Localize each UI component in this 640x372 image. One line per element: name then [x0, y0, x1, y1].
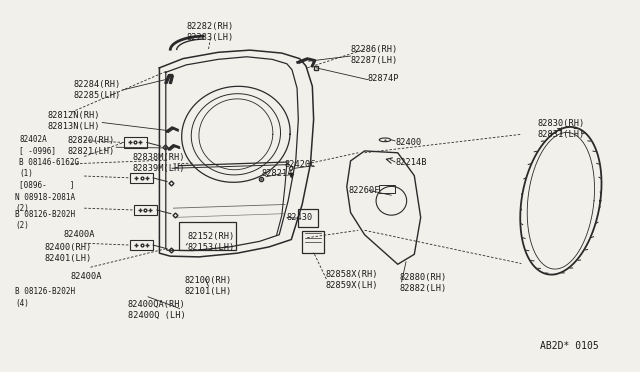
Text: 82400(RH)
82401(LH): 82400(RH) 82401(LH) — [45, 243, 92, 263]
Text: 82100(RH)
82101(LH): 82100(RH) 82101(LH) — [185, 276, 232, 296]
Bar — [302, 231, 324, 253]
Text: 82820(RH)
82821(LH): 82820(RH) 82821(LH) — [68, 136, 115, 156]
Text: 82830(RH)
82831(LH): 82830(RH) 82831(LH) — [537, 119, 584, 139]
Bar — [134, 205, 157, 215]
Text: 82420C: 82420C — [285, 160, 316, 169]
Text: 82838M(RH)
82839M(LH): 82838M(RH) 82839M(LH) — [132, 153, 184, 173]
Text: 82214B: 82214B — [395, 157, 427, 167]
Bar — [179, 222, 236, 250]
Text: 82402A
[ -0996]
B 08146-6162G
(1)
[0896-     ]: 82402A [ -0996] B 08146-6162G (1) [0896-… — [19, 135, 79, 189]
Text: B 08126-B202H
(2): B 08126-B202H (2) — [15, 210, 76, 230]
Text: 82152(RH)
82153(LH): 82152(RH) 82153(LH) — [188, 232, 235, 252]
Bar — [124, 137, 147, 148]
Text: 82400A: 82400A — [70, 272, 102, 281]
Bar — [130, 173, 153, 183]
Text: 82282(RH)
82283(LH): 82282(RH) 82283(LH) — [187, 22, 234, 42]
Text: 82874P: 82874P — [368, 74, 399, 83]
Text: 82400A: 82400A — [64, 230, 95, 239]
Text: 82858X(RH)
82859X(LH): 82858X(RH) 82859X(LH) — [325, 270, 378, 290]
Text: 82430: 82430 — [287, 213, 313, 222]
Bar — [298, 209, 318, 227]
Text: 82880(RH)
82882(LH): 82880(RH) 82882(LH) — [399, 273, 447, 293]
Text: AB2D* 0105: AB2D* 0105 — [540, 341, 598, 352]
Text: 82260F: 82260F — [349, 186, 380, 195]
Text: 82284(RH)
82285(LH): 82284(RH) 82285(LH) — [74, 80, 121, 100]
Bar — [380, 185, 395, 193]
Text: 82400: 82400 — [395, 138, 422, 147]
Text: 82400QA(RH)
82400Q (LH): 82400QA(RH) 82400Q (LH) — [127, 299, 186, 320]
Text: N 08918-2081A
(2): N 08918-2081A (2) — [15, 193, 76, 213]
Text: 82812N(RH)
82813N(LH): 82812N(RH) 82813N(LH) — [47, 111, 100, 131]
Text: 82286(RH)
82287(LH): 82286(RH) 82287(LH) — [351, 45, 398, 65]
Bar — [130, 240, 153, 250]
Text: B 08126-B202H
(4): B 08126-B202H (4) — [15, 288, 76, 308]
Text: 82821A: 82821A — [261, 169, 293, 177]
